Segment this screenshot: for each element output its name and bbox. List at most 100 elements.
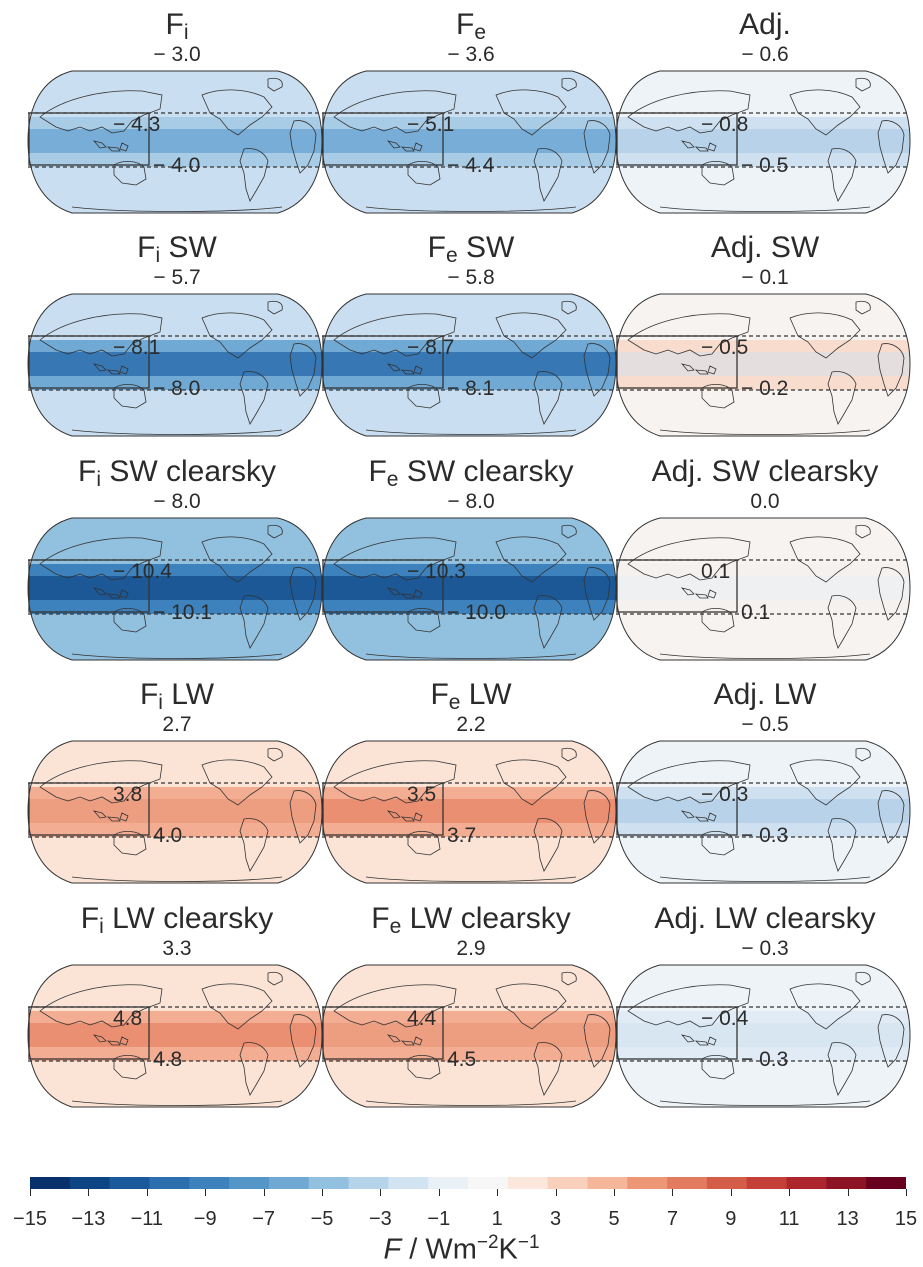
warm-pool-mean-value: − 5.1 [407,113,455,136]
robinson-map [615,964,911,1108]
continent-outline [92,1034,129,1046]
colorbar-segment [268,1177,310,1189]
colorbar-segment [547,1177,588,1189]
colorbar-segment [30,1177,71,1189]
continent-outline [583,567,611,621]
antarctica-coastline [659,1100,871,1106]
antarctica-coastline [365,429,577,435]
colorbar-label: F / Wm−2K−1 [383,1232,540,1266]
panel-title: Fe LW [321,678,621,720]
colorbar-tick-mark [847,1189,849,1196]
continent-outline [267,77,283,92]
continent-outline [701,384,735,409]
colorbar-tick-label: 3 [550,1208,562,1230]
continent-outline [407,1055,441,1080]
continent-outline [267,524,283,539]
panel-title-subscript: i [99,915,104,938]
panel-title-main: F [368,455,387,488]
colorbar-segment [229,1177,270,1189]
continent-outline [789,536,861,583]
continent-outline [533,1042,563,1096]
panel-title-suffix: SW [160,231,217,264]
continent-outline [561,747,577,762]
tropics-mean-value: − 8.0 [153,377,201,400]
panel-title-main: F [427,231,446,264]
warm-pool-box [322,1006,444,1060]
tropics-mean-value: 4.8 [153,1048,183,1071]
equatorial-core [28,799,322,823]
antarctica-coastline [71,429,283,435]
panel-title-main: F [455,8,475,41]
continent-outline [289,567,317,621]
continent-outline [289,790,317,844]
panel-title-main: F [139,678,159,711]
colorbar-segment [786,1177,827,1189]
antarctica-coastline [659,876,871,882]
robinson-map [321,964,617,1108]
map-border [27,70,323,214]
continent-outline [239,148,269,202]
continent-outline [495,759,567,806]
panel-title-subscript: i [155,244,161,267]
panel-title: Fe [321,8,621,50]
colorbar-tick-mark [789,1189,791,1196]
robinson-map [321,517,617,661]
continent-outline [386,587,423,599]
map-panel: Fe − 3.6 − 5.1 − 4.4 [321,8,621,231]
tropics-mean-value: − 0.5 [741,154,789,177]
continent-outline [827,818,857,872]
equatorial-core [616,1023,910,1047]
continent-outline [680,1034,717,1046]
panel-title-subscript: i [96,468,101,491]
continent-outline [495,89,567,136]
colorbar-tick-mark [88,1189,90,1196]
robinson-map [615,517,911,661]
warm-pool-mean-value: − 0.4 [701,1007,749,1030]
colorbar-tick-label: 13 [836,1208,859,1230]
global-mean-value: − 0.3 [741,937,789,960]
colorbar-tick-label: 9 [725,1208,737,1230]
continent-outline [789,759,861,806]
map-border [321,740,617,884]
robinson-map [27,293,323,437]
panel-title: Fe SW [321,231,621,273]
equatorial-core [28,576,322,600]
continent-outline [583,790,611,844]
warm-pool-box [616,782,738,836]
robinson-map [615,293,911,437]
panel-title-main: F [77,455,97,488]
colorbar-segment [69,1177,111,1189]
map-panel: Adj. LW − 0.5 − 0.3 − 0.3 [615,678,915,901]
robinson-map [615,70,911,214]
continent-outline [701,1055,735,1080]
continent-outline [333,537,457,581]
colorbar-tick-label: 7 [666,1208,678,1230]
map-panel: Fi LW clearsky 3.3 4.8 4.8 [27,902,327,1125]
colorbar-segment [109,1177,150,1189]
tropics-mean-value: 4.5 [447,1048,477,1071]
antarctica-coastline [365,1100,577,1106]
continent-outline [333,313,457,357]
continent-outline [407,384,441,409]
panel-title-subscript: e [474,21,486,44]
continent-outline [789,89,861,136]
robinson-map [27,70,323,214]
panel-title-suffix: LW clearsky [401,902,571,935]
continent-outline [827,148,857,202]
continent-outline [239,1042,269,1096]
colorbar-tick-mark [730,1189,732,1196]
global-mean-value: − 0.6 [741,43,789,66]
global-mean-value: − 0.5 [741,713,789,736]
continent-outline [561,77,577,92]
colorbar-tick-label: −15 [13,1208,47,1230]
antarctica-coastline [659,429,871,435]
colorbar-tick-mark [146,1189,148,1196]
colorbar-tick-mark [438,1189,440,1196]
map-panel: Adj. SW clearsky 0.0 0.1 0.1 [615,455,915,678]
colorbar-segment [149,1177,190,1189]
equatorial-core [322,799,616,823]
colorbar-segment [308,1177,350,1189]
panel-title-subscript: i [158,691,163,714]
warm-pool-box [616,335,738,389]
continent-outline [289,343,317,397]
